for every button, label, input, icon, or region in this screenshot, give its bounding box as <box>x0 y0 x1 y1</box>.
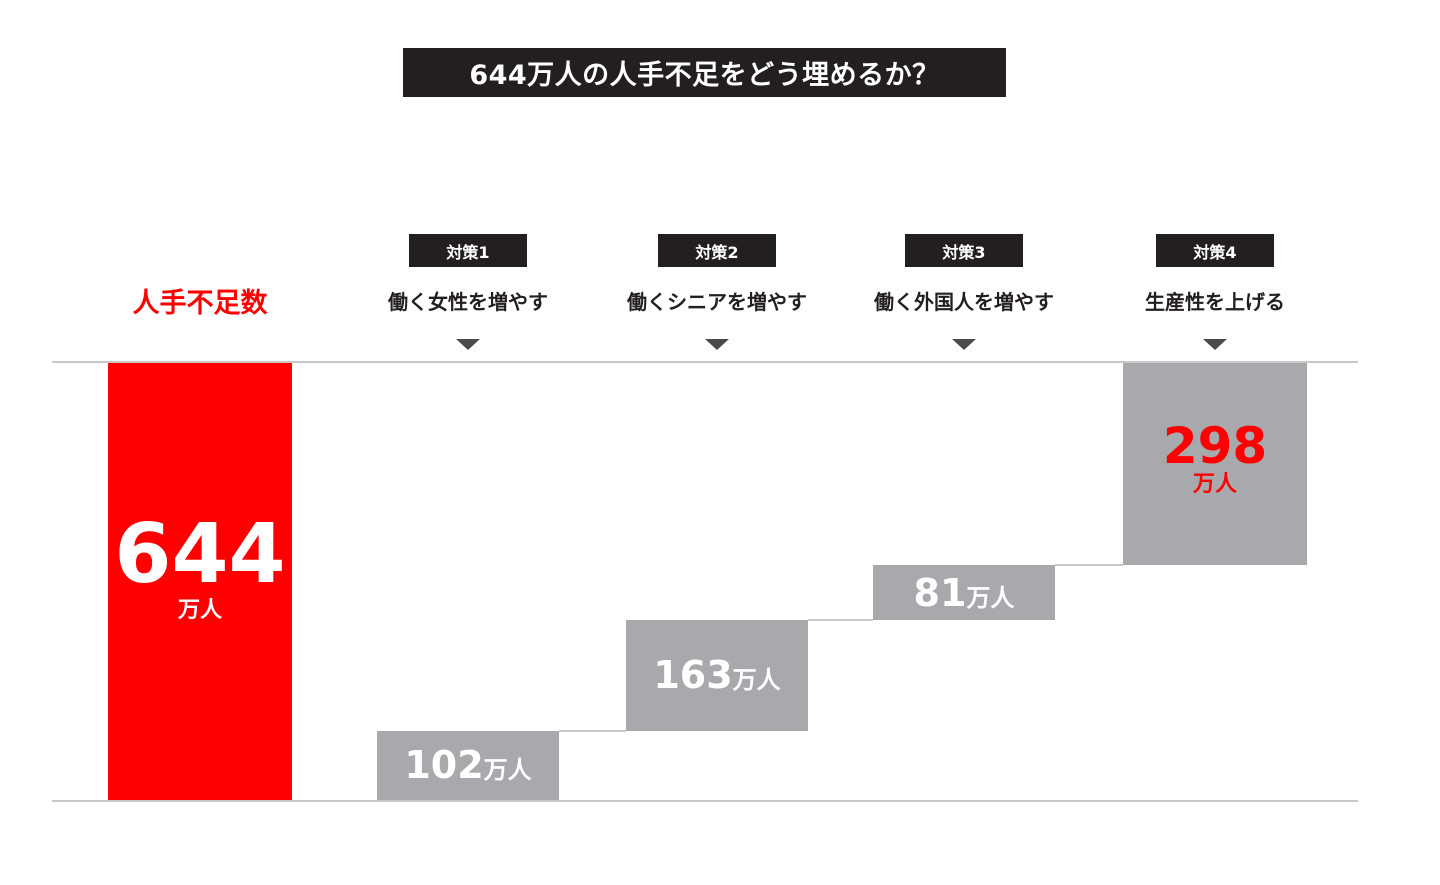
category-label-0: 人手不足数 <box>132 288 268 319</box>
baseline-axis-line <box>52 800 1358 802</box>
category-label-2: 働くシニアを増やす <box>627 290 807 314</box>
value-number: 298 <box>1162 417 1268 476</box>
category-label-1: 働く女性を増やす <box>388 290 548 314</box>
measure-badge-4: 対策4 <box>1156 234 1274 267</box>
bar-value-label-4: 298 万人 <box>1105 419 1325 497</box>
measure-badge-1: 対策1 <box>409 234 527 267</box>
value-unit: 万人 <box>732 666 781 695</box>
bar-value-label-3: 81万人 <box>854 571 1074 623</box>
measure-badge-2: 対策2 <box>658 234 776 267</box>
value-unit: 万人 <box>483 756 532 785</box>
down-arrow-icon <box>456 339 480 350</box>
down-arrow-icon <box>1203 339 1227 350</box>
down-arrow-icon <box>952 339 976 350</box>
value-unit: 万人 <box>966 583 1015 612</box>
value-unit: 万人 <box>177 597 222 623</box>
connector-line-2 <box>808 619 873 622</box>
value-number: 163 <box>653 653 733 698</box>
bar-value-label-2: 163万人 <box>607 653 827 705</box>
connector-line-1 <box>559 729 626 732</box>
connector-line-3 <box>1055 564 1123 567</box>
down-arrow-icon <box>705 339 729 350</box>
bar-0 <box>108 363 292 800</box>
bar-4 <box>1123 363 1307 566</box>
value-number: 81 <box>913 570 967 615</box>
top-axis-line <box>52 361 1358 363</box>
category-label-3: 働く外国人を増やす <box>874 290 1054 314</box>
value-number: 644 <box>114 506 286 602</box>
bar-3 <box>873 565 1055 621</box>
bar-value-label-1: 102万人 <box>358 743 578 795</box>
measure-badge-3: 対策3 <box>905 234 1023 267</box>
bar-value-label-0: 644 万人 <box>90 506 310 624</box>
bar-1 <box>377 730 559 800</box>
category-label-4: 生産性を上げる <box>1145 290 1285 314</box>
bar-2 <box>626 620 808 731</box>
value-number: 102 <box>404 743 484 788</box>
chart-title: 644万人の人手不足をどう埋めるか？ <box>403 48 1006 97</box>
value-unit: 万人 <box>1192 472 1237 498</box>
